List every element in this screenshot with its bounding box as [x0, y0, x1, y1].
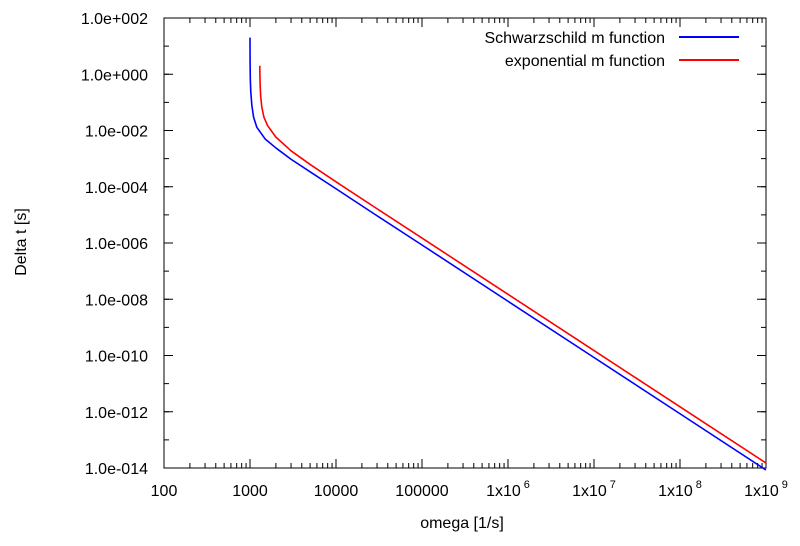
series-line-schwarzschild	[249, 37, 767, 471]
x-tick-label: 1000	[232, 483, 268, 500]
x-tick-label: 10000	[314, 483, 359, 500]
x-tick-label: 100	[151, 483, 178, 500]
series-lines	[249, 37, 767, 471]
y-tick-label: 1.0e+000	[81, 67, 148, 84]
y-tick-label: 1.0e-010	[85, 349, 148, 366]
legend: Schwarzschild m function exponential m f…	[484, 30, 739, 70]
y-tick-label: 1.0e+002	[81, 11, 148, 28]
x-axis-ticks: 100 1000 10000 100000 1x10 6 1x10 7 1x10 8 1x10 9	[151, 18, 788, 500]
y-tick-label: 1.0e-014	[85, 461, 148, 478]
x-tick-label: 1x10 9	[744, 479, 788, 500]
legend-label-exponential: exponential m function	[505, 53, 665, 70]
y-tick-label: 1.0e-004	[85, 180, 148, 197]
y-axis-label: Delta t [s]	[13, 208, 30, 276]
x-tick-label: 100000	[395, 483, 448, 500]
x-axis-label: omega [1/s]	[420, 515, 504, 532]
x-tick-label: 1x10 8	[658, 479, 702, 500]
plot-border	[163, 17, 767, 469]
x-tick-label: 1x10 6	[486, 479, 530, 500]
x-tick-label: 1x10 7	[572, 479, 616, 500]
series-line-exponential	[259, 65, 767, 464]
y-tick-label: 1.0e-008	[85, 292, 148, 309]
y-tick-label: 1.0e-012	[85, 405, 148, 422]
legend-label-schwarzschild: Schwarzschild m function	[484, 30, 665, 47]
plot-frame	[163, 17, 767, 469]
y-tick-label: 1.0e-002	[85, 124, 148, 141]
y-tick-label: 1.0e-006	[85, 236, 148, 253]
y-axis-ticks: 1.0e+002 1.0e+000 1.0e-002 1.0e-004 1.0e-006…	[81, 11, 766, 478]
